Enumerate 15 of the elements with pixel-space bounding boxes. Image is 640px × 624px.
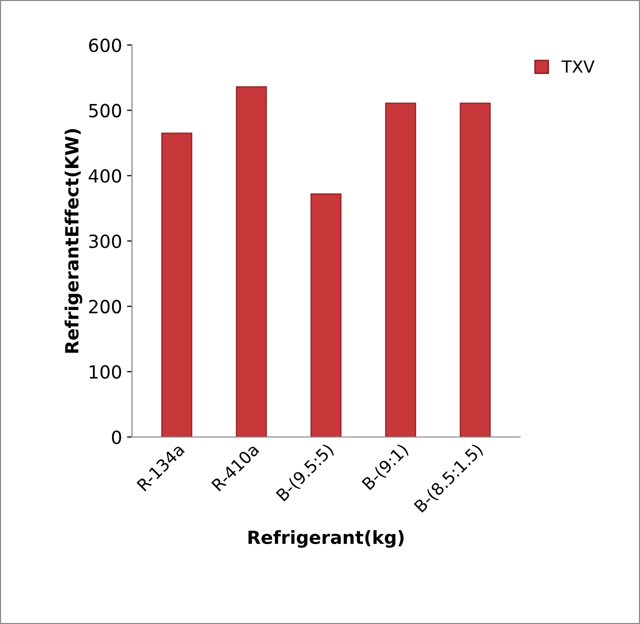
legend-label: TXV [562, 60, 595, 73]
y-tick-label: 200 [89, 300, 122, 314]
bar [310, 193, 342, 437]
bar [236, 86, 267, 437]
y-tick-label: 600 [89, 38, 122, 52]
bar [460, 102, 491, 437]
y-tick-label: 100 [90, 365, 122, 379]
bar [385, 102, 416, 437]
y-tick-label: 400 [88, 169, 122, 183]
y-tick-label: 300 [89, 234, 122, 248]
y-tick-label: 0 [112, 430, 122, 444]
x-axis-title: Refrigerant(kg) [248, 530, 404, 548]
y-tick-label: 500 [89, 104, 122, 118]
y-axis-title: RefrigerantEffect(KW) [64, 129, 82, 353]
bar [161, 132, 192, 437]
